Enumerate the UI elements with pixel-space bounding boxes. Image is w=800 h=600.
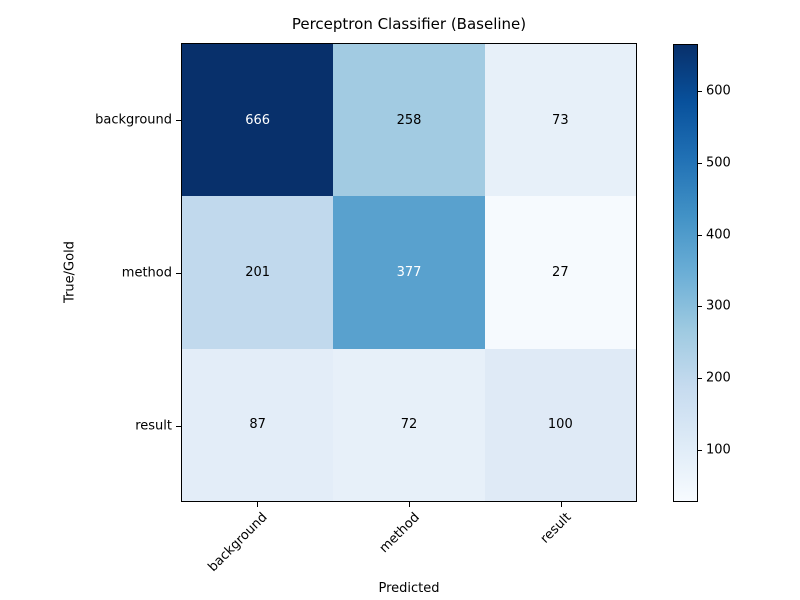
colorbar-tick-mark (698, 306, 702, 308)
heatmap-cell: 27 (484, 196, 636, 349)
colorbar-tick-label: 400 (706, 227, 731, 243)
heatmap-cell: 666 (182, 44, 334, 197)
chart-title: Perceptron Classifier (Baseline) (291, 15, 527, 33)
x-tick-mark (257, 502, 258, 507)
heatmap-cell: 87 (182, 348, 334, 501)
x-tick-label: result (537, 510, 575, 547)
heatmap-cell: 100 (484, 348, 636, 501)
colorbar-tick-mark (698, 449, 702, 451)
heatmap-cell: 72 (333, 348, 485, 501)
colorbar-tick-label: 600 (706, 83, 731, 99)
heatmap-cell: 73 (484, 44, 636, 197)
heatmap-cell: 258 (333, 44, 485, 197)
x-tick-label: background (205, 510, 271, 575)
y-axis-label: True/Gold (62, 241, 78, 303)
colorbar-tick-mark (698, 91, 702, 93)
x-tick-label: method (376, 510, 423, 557)
colorbar-tick-label: 300 (706, 298, 731, 314)
x-axis-label: Predicted (378, 581, 440, 596)
y-tick-label: background (95, 112, 172, 127)
x-tick-mark (561, 502, 562, 507)
colorbar-tick-label: 500 (706, 155, 731, 171)
colorbar-tick-mark (698, 162, 702, 164)
colorbar-tick-label: 100 (706, 442, 731, 458)
y-tick-mark (176, 425, 181, 427)
y-tick-label: method (121, 265, 172, 280)
x-tick-mark (409, 502, 410, 507)
colorbar-tick-label: 200 (706, 370, 731, 386)
y-tick-label: result (135, 418, 172, 433)
y-tick-mark (176, 119, 181, 121)
colorbar-tick-mark (698, 378, 702, 379)
heatmap-cell: 201 (182, 196, 334, 349)
heatmap-grid: 666 258 73 201 377 27 87 72 100 (181, 43, 637, 502)
y-tick-mark (176, 272, 181, 274)
colorbar-tick-mark (698, 234, 702, 236)
heatmap-cell: 377 (333, 196, 485, 349)
colorbar (673, 44, 698, 502)
